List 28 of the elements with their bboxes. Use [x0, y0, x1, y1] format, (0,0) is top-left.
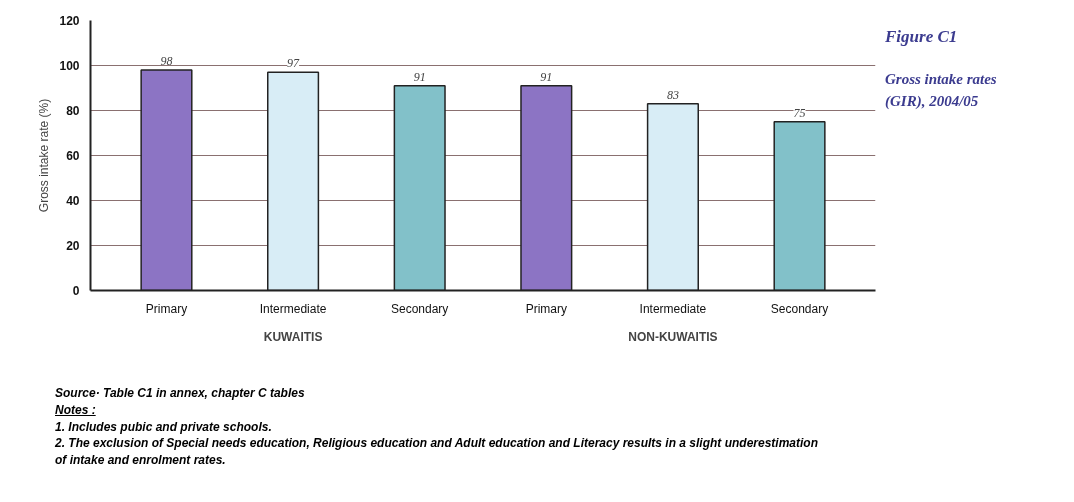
y-tick-label: 100	[59, 59, 80, 73]
x-tick-label: Primary	[525, 301, 567, 316]
text: NON-KUWAITIS	[628, 329, 718, 344]
data-label: 97	[287, 56, 301, 71]
y-tick-label: 60	[66, 149, 80, 163]
text: Figure C1	[885, 26, 959, 48]
data-label: 98	[160, 54, 173, 68]
data-label: 83	[666, 87, 679, 102]
y-tick-label: 120	[59, 14, 80, 28]
text: 2. The exclusion of Special needs education, Religious education and Adult education and Literacy results in a slight underestimation of intake and enrolment rates.	[55, 435, 820, 469]
x-tick-label: Secondary	[770, 301, 829, 316]
text: KUWAITIS	[263, 329, 323, 344]
y-axis-title: Gross intake rate (%)	[37, 98, 52, 213]
text: Gross intake rates (GIR), 2004/05	[885, 70, 998, 111]
text: Notes :	[55, 401, 97, 419]
y-tick-label: 40	[66, 194, 80, 208]
x-tick-label: Intermediate	[639, 301, 707, 316]
text: 1. Includes pubic and private schools.	[55, 418, 273, 436]
x-tick-label: Primary	[145, 301, 188, 316]
x-tick-label: Intermediate	[259, 301, 327, 316]
y-tick-label: 20	[66, 239, 80, 253]
y-tick-label: 80	[66, 104, 80, 118]
data-label: 91	[540, 69, 553, 84]
x-tick-label: Secondary	[391, 301, 449, 316]
y-tick-label: 0	[72, 284, 80, 298]
data-label: 75	[793, 105, 806, 120]
source-note: Source· Table C1 in annex, chapter C tables	[55, 385, 306, 402]
data-label: 91	[413, 69, 426, 84]
